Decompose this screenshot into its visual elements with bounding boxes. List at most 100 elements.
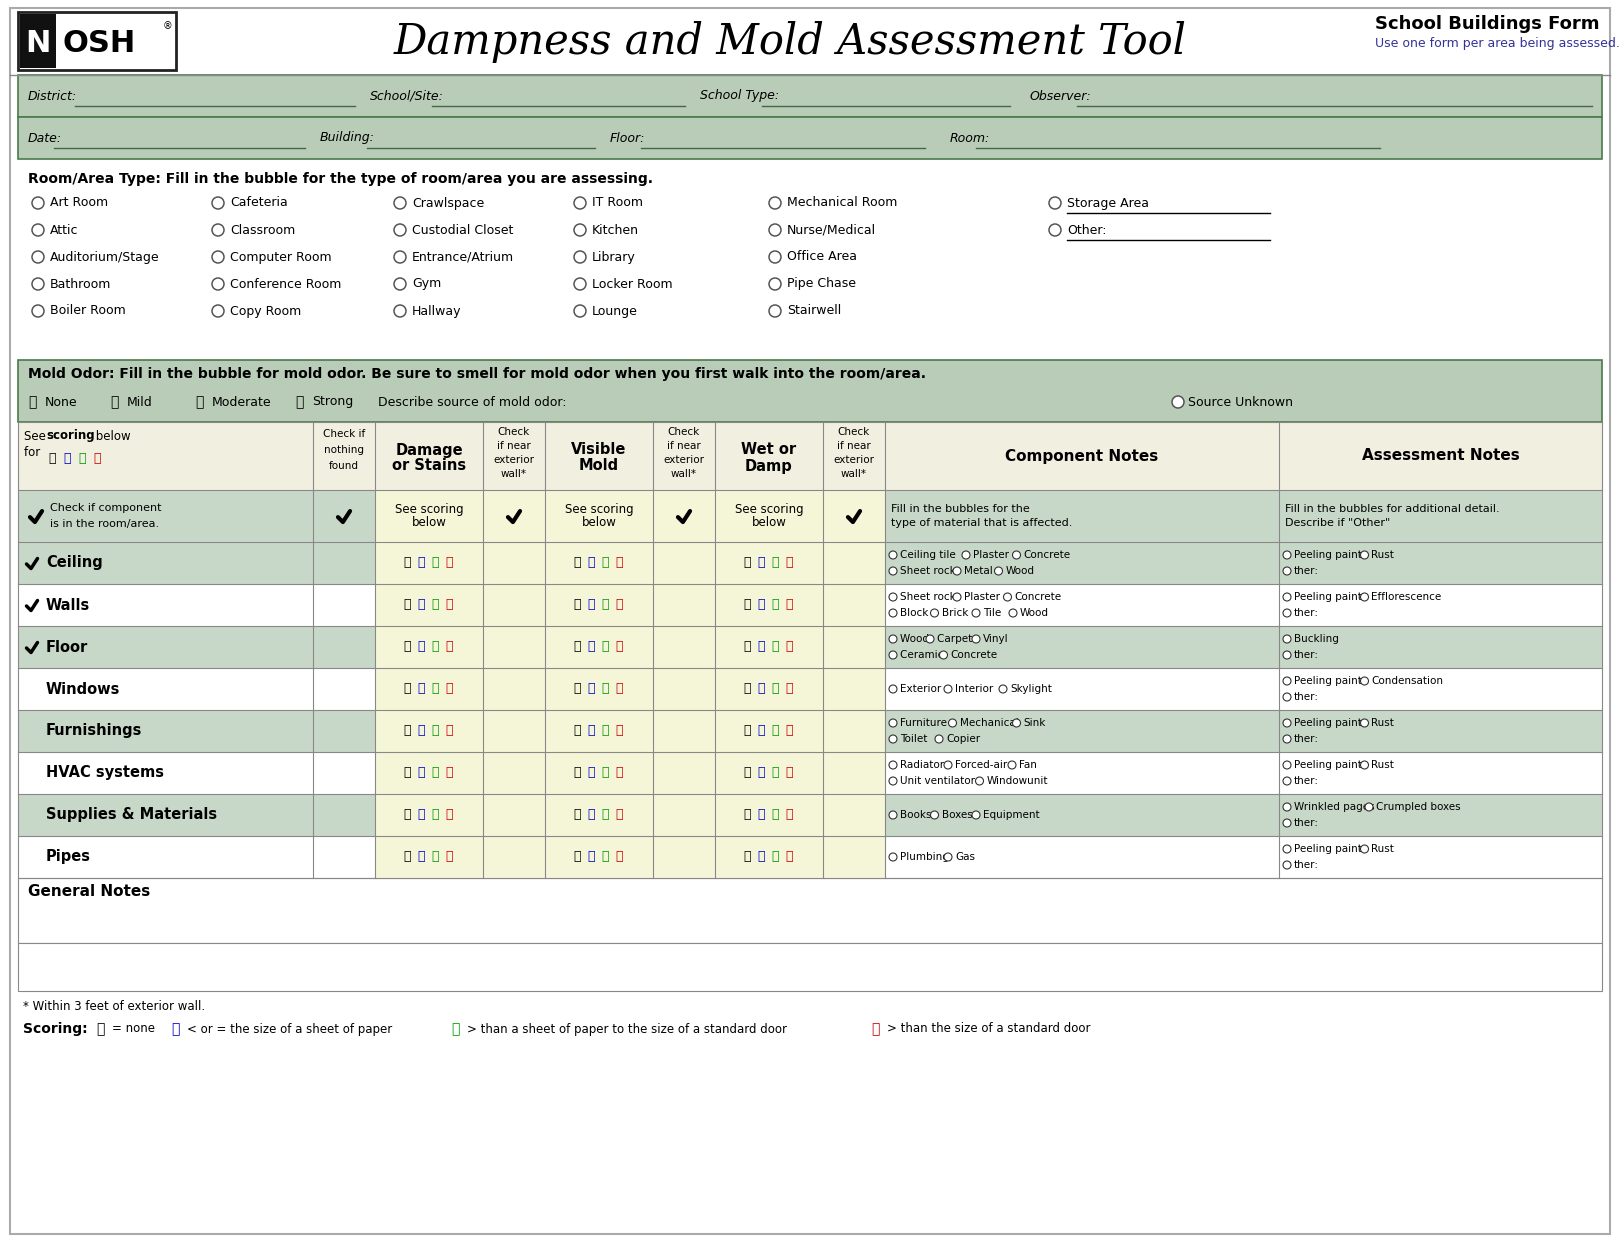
Text: Source Unknown: Source Unknown <box>1187 395 1293 409</box>
Bar <box>823 836 885 878</box>
Text: Fan: Fan <box>1019 760 1037 770</box>
Text: Furniture: Furniture <box>901 718 954 728</box>
Text: ⒫: ⒫ <box>757 641 765 653</box>
Circle shape <box>1283 592 1291 601</box>
Text: ⒫: ⒫ <box>586 766 595 780</box>
Bar <box>653 794 714 836</box>
Bar <box>18 836 1602 878</box>
Text: N: N <box>26 29 50 57</box>
Circle shape <box>1283 845 1291 853</box>
Circle shape <box>1050 224 1061 236</box>
Text: ⒬: ⒬ <box>601 556 609 570</box>
Circle shape <box>212 224 224 236</box>
Text: ⒪: ⒪ <box>744 851 750 863</box>
Text: Radiator: Radiator <box>901 760 951 770</box>
Circle shape <box>930 609 938 617</box>
Bar <box>483 626 544 668</box>
Circle shape <box>394 251 407 263</box>
Text: Rust: Rust <box>1372 550 1395 560</box>
Text: School Buildings Form: School Buildings Form <box>1375 15 1599 34</box>
Circle shape <box>394 224 407 236</box>
Text: ⒫: ⒫ <box>63 452 71 465</box>
Text: See scoring: See scoring <box>395 503 463 515</box>
Circle shape <box>1171 396 1184 409</box>
Text: < or = the size of a sheet of paper: < or = the size of a sheet of paper <box>186 1022 392 1036</box>
Text: Floor: Floor <box>45 640 87 655</box>
Circle shape <box>394 197 407 209</box>
Text: ⒪: ⒪ <box>573 766 580 780</box>
Bar <box>714 584 823 626</box>
Text: Office Area: Office Area <box>787 251 857 263</box>
Text: Wrinkled pages: Wrinkled pages <box>1294 802 1382 812</box>
Text: ⒫: ⒫ <box>416 851 424 863</box>
Bar <box>19 14 57 68</box>
Circle shape <box>962 551 970 559</box>
Text: ⒪: ⒪ <box>573 556 580 570</box>
Text: Stairwell: Stairwell <box>787 304 841 318</box>
Circle shape <box>1283 804 1291 811</box>
Text: Scoring:: Scoring: <box>23 1022 87 1036</box>
Text: Sheet rock: Sheet rock <box>901 566 962 576</box>
Text: ⒭: ⒭ <box>446 556 452 570</box>
Bar <box>714 668 823 710</box>
Circle shape <box>1283 761 1291 769</box>
Text: Peeling paint: Peeling paint <box>1294 718 1369 728</box>
Text: Use one form per area being assessed.: Use one form per area being assessed. <box>1375 37 1620 51</box>
Text: Observer:: Observer: <box>1030 89 1092 103</box>
Text: Storage Area: Storage Area <box>1068 196 1149 210</box>
Bar <box>374 584 483 626</box>
Text: Building:: Building: <box>321 132 374 144</box>
Text: ⒭: ⒭ <box>616 683 622 696</box>
Text: ⒫: ⒫ <box>586 641 595 653</box>
Text: ⒪: ⒪ <box>403 683 410 696</box>
Circle shape <box>930 811 938 818</box>
Text: Windows: Windows <box>45 682 120 697</box>
Text: None: None <box>45 395 78 409</box>
Bar <box>18 75 1602 117</box>
Text: ⒬: ⒬ <box>450 1022 460 1036</box>
Text: Check if: Check if <box>322 428 364 438</box>
Text: Wood: Wood <box>901 633 935 645</box>
Text: ther:: ther: <box>1294 566 1319 576</box>
Text: ther:: ther: <box>1294 776 1319 786</box>
Text: Rust: Rust <box>1372 845 1395 854</box>
Text: Damp: Damp <box>745 458 792 473</box>
Text: ⒫: ⒫ <box>416 809 424 821</box>
Text: Nurse/Medical: Nurse/Medical <box>787 224 876 236</box>
Text: ⒬: ⒬ <box>431 556 439 570</box>
Bar <box>544 836 653 878</box>
Text: OSH: OSH <box>62 29 134 57</box>
Bar <box>544 584 653 626</box>
Text: Unit ventilator: Unit ventilator <box>901 776 982 786</box>
Text: ⒬: ⒬ <box>771 766 779 780</box>
Text: General Notes: General Notes <box>28 884 151 899</box>
Text: > than the size of a standard door: > than the size of a standard door <box>888 1022 1090 1036</box>
Circle shape <box>1361 677 1369 686</box>
Text: ⒪: ⒪ <box>573 599 580 611</box>
Text: Visible: Visible <box>572 442 627 457</box>
Text: below: below <box>411 517 447 529</box>
Text: School/Site:: School/Site: <box>369 89 444 103</box>
Circle shape <box>889 609 897 617</box>
Circle shape <box>770 224 781 236</box>
Text: ⒪: ⒪ <box>403 599 410 611</box>
Text: ⒭: ⒭ <box>616 766 622 780</box>
Text: ⒭: ⒭ <box>786 809 792 821</box>
Text: Attic: Attic <box>50 224 78 236</box>
Bar <box>653 542 714 584</box>
Text: ⒪: ⒪ <box>403 724 410 738</box>
Circle shape <box>1283 568 1291 575</box>
Text: See: See <box>24 430 50 442</box>
Text: or Stains: or Stains <box>392 458 467 473</box>
Bar <box>374 710 483 751</box>
Text: Copy Room: Copy Room <box>230 304 301 318</box>
Text: School Type:: School Type: <box>700 89 779 103</box>
Text: Auditorium/Stage: Auditorium/Stage <box>50 251 160 263</box>
Text: ⒪: ⒪ <box>403 556 410 570</box>
Text: IT Room: IT Room <box>591 196 643 210</box>
Text: See scoring: See scoring <box>565 503 633 515</box>
Text: Concrete: Concrete <box>951 650 998 660</box>
Text: ⒫: ⒫ <box>757 599 765 611</box>
Circle shape <box>573 278 586 289</box>
Text: wall*: wall* <box>501 469 526 479</box>
